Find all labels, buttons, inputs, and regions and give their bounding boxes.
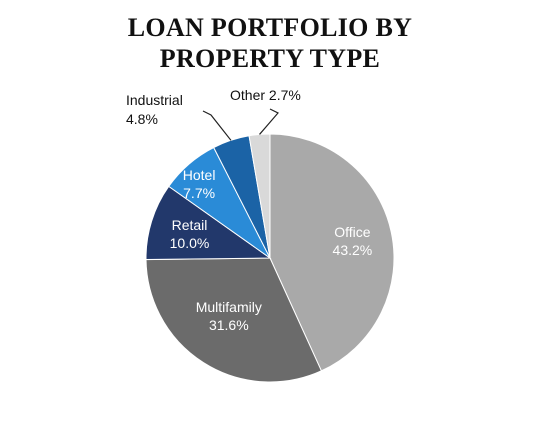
slice-value-multifamily: 31.6% (209, 317, 249, 333)
pie-slice-office (269, 133, 395, 372)
slice-value-hotel: 7.7% (183, 185, 215, 201)
slice-label-office: Office (334, 224, 371, 240)
pie-slice-retail (145, 185, 272, 261)
pie-slice-multifamily (145, 257, 323, 383)
slice-label-multifamily: Multifamily (196, 299, 262, 315)
leader-line-other (259, 108, 279, 135)
slice-value-retail: 10.0% (170, 235, 210, 251)
slice-label-hotel: Hotel (183, 167, 216, 183)
leader-line-industrial (202, 110, 232, 141)
slice-label-industrial: Industrial (126, 92, 183, 108)
chart-title: LOAN PORTFOLIO BY PROPERTY TYPE (0, 12, 540, 74)
slice-label-other: Other 2.7% (230, 87, 301, 103)
slice-value-industrial: 4.8% (126, 111, 158, 127)
chart-title-line2: PROPERTY TYPE (159, 44, 381, 73)
slice-label-retail: Retail (172, 217, 208, 233)
chart-title-line1: LOAN PORTFOLIO BY (127, 13, 413, 42)
slice-value-office: 43.2% (333, 242, 373, 258)
